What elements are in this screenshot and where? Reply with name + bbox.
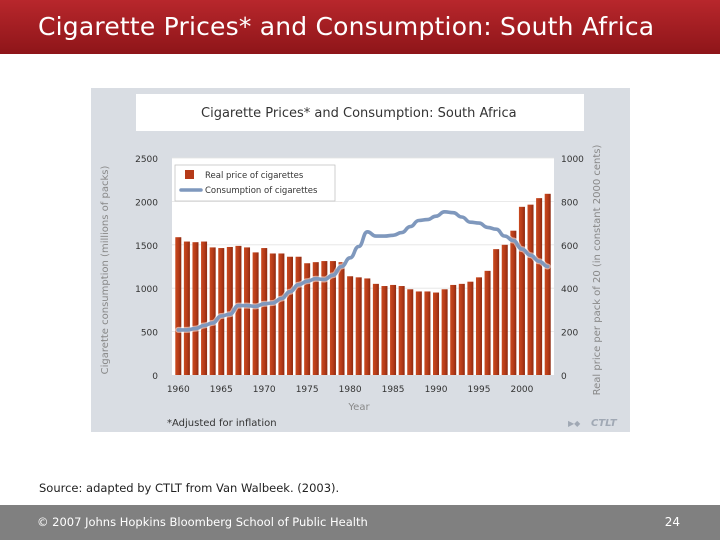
x-tick: 1980	[339, 385, 362, 395]
y-tick-right: 0	[561, 372, 567, 382]
x-tick: 1985	[382, 385, 405, 395]
x-tick: 1995	[468, 385, 491, 395]
ctlt-logo-text: CTLT	[591, 418, 618, 429]
price-bar	[510, 230, 517, 375]
x-axis-label: Year	[347, 402, 370, 413]
price-bar	[450, 284, 457, 375]
price-bar	[544, 193, 551, 375]
price-bar	[338, 262, 345, 375]
price-bar	[192, 242, 199, 375]
price-bar	[209, 247, 216, 375]
y-tick-left: 1500	[135, 242, 158, 252]
y-tick-right: 400	[561, 285, 578, 295]
price-bar	[381, 286, 388, 375]
price-bar	[475, 277, 482, 375]
chart-footnote: *Adjusted for inflation	[167, 418, 277, 429]
price-bar	[252, 252, 259, 375]
chart-title-box	[136, 94, 584, 131]
price-bar	[372, 283, 379, 375]
price-bar	[501, 244, 508, 375]
ctlt-logo-mark: ▶◆	[568, 419, 581, 428]
price-bar	[364, 278, 371, 375]
y-axis-label-left: Cigarette consumption (millions of packs…	[100, 166, 111, 375]
page-number: 24	[664, 515, 680, 529]
price-bar	[433, 292, 440, 375]
price-bar	[415, 291, 422, 375]
legend: Real price of cigarettes Consumption of …	[174, 164, 336, 202]
price-bar	[527, 204, 534, 375]
x-tick: 1970	[253, 385, 276, 395]
price-bar	[201, 241, 208, 375]
price-bar	[441, 289, 448, 375]
title-bar: Cigarette Prices* and Consumption: South…	[0, 0, 720, 54]
price-bar	[329, 261, 336, 375]
chart-figure: Cigarette Prices* and Consumption: South…	[91, 88, 630, 432]
legend-label-consumption: Consumption of cigarettes	[205, 186, 318, 196]
price-bar	[261, 248, 268, 375]
price-bar	[226, 246, 233, 375]
y-tick-left: 0	[152, 372, 158, 382]
price-bar	[235, 245, 242, 375]
x-tick: 1975	[296, 385, 319, 395]
chart-title: Cigarette Prices* and Consumption: South…	[201, 106, 517, 121]
legend-label-price: Real price of cigarettes	[205, 171, 304, 181]
ctlt-logo: ▶◆ CTLT	[568, 418, 618, 429]
price-bar	[286, 256, 293, 375]
x-tick: 1965	[210, 385, 233, 395]
footer-bar: © 2007 Johns Hopkins Bloomberg School of…	[0, 505, 720, 540]
x-tick: 1960	[167, 385, 190, 395]
copyright-text: © 2007 Johns Hopkins Bloomberg School of…	[37, 515, 368, 529]
price-bar	[518, 206, 525, 375]
y-tick-left: 2000	[135, 198, 158, 208]
price-bar	[536, 198, 543, 375]
price-bar	[218, 248, 225, 375]
price-bar	[398, 286, 405, 375]
price-bar	[355, 277, 362, 375]
price-bar	[175, 237, 182, 375]
price-bar	[244, 247, 251, 375]
price-bar	[269, 253, 276, 375]
legend-swatch-price	[185, 170, 194, 179]
slide-title: Cigarette Prices* and Consumption: South…	[38, 12, 655, 41]
price-bar	[304, 263, 311, 375]
x-tick: 2000	[510, 385, 533, 395]
x-tick: 1990	[425, 385, 448, 395]
price-bar	[312, 262, 319, 375]
y-tick-right: 800	[561, 198, 578, 208]
source-note: Source: adapted by CTLT from Van Walbeek…	[39, 481, 340, 495]
consumption-line	[176, 210, 550, 332]
price-bar	[458, 283, 465, 375]
price-bar	[390, 284, 397, 375]
price-bar	[407, 289, 414, 375]
y-axis-label-right: Real price per pack of 20 (in constant 2…	[592, 145, 603, 396]
price-bar	[424, 291, 431, 375]
price-bar	[467, 281, 474, 375]
y-tick-left: 1000	[135, 285, 158, 295]
price-bar	[347, 276, 354, 375]
price-bar	[295, 256, 302, 375]
y-tick-right: 1000	[561, 155, 584, 165]
y-tick-right: 600	[561, 242, 578, 252]
chart-svg: Cigarette Prices* and Consumption: South…	[91, 88, 630, 432]
y-tick-left: 2500	[135, 155, 158, 165]
price-bar	[183, 241, 190, 375]
price-bar	[493, 249, 500, 375]
y-tick-right: 200	[561, 329, 578, 339]
price-bar	[321, 261, 328, 375]
legend-box	[174, 164, 336, 202]
price-bar	[484, 270, 491, 375]
price-bar	[278, 253, 285, 375]
y-tick-left: 500	[141, 329, 158, 339]
